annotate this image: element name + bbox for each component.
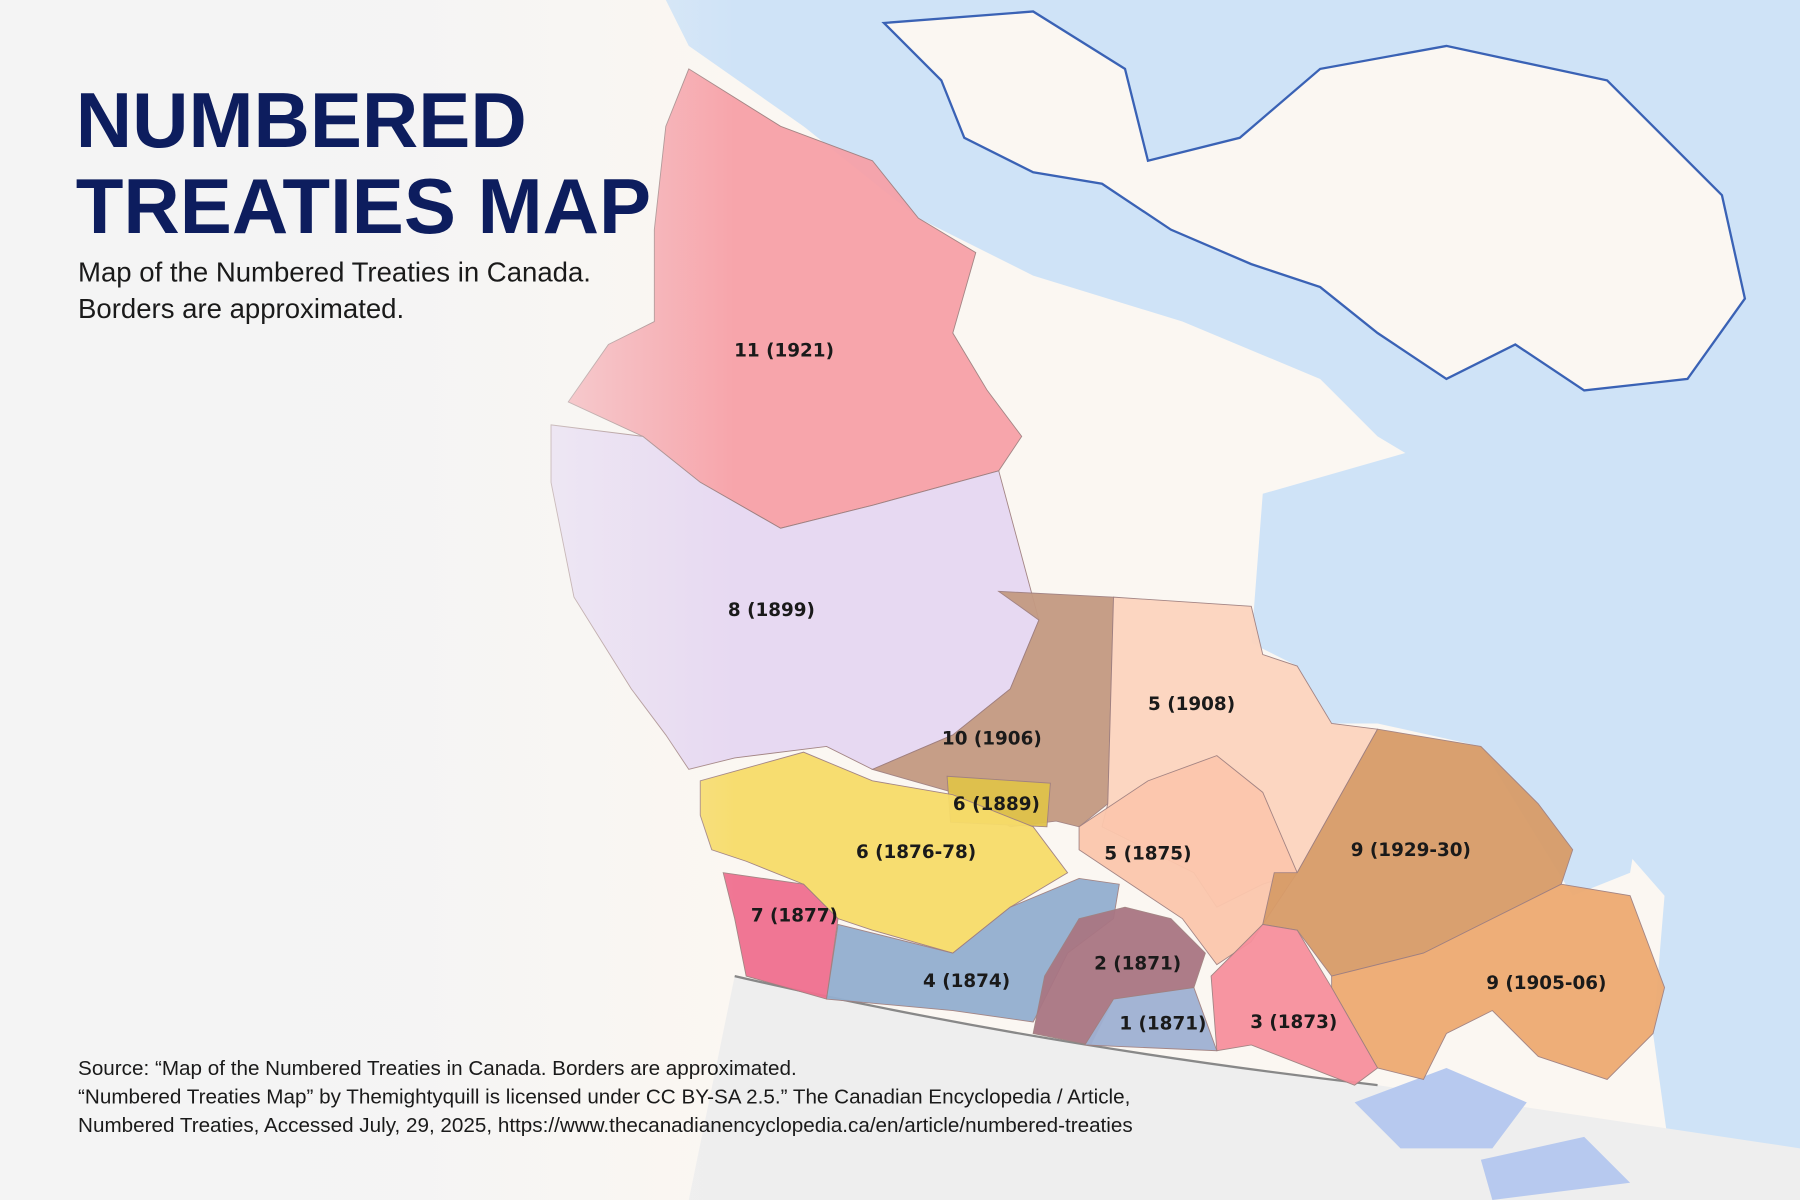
left-panel <box>0 0 735 1200</box>
region-label: 9 (1929-30) <box>1351 840 1471 861</box>
great-lakes <box>1354 1067 1631 1200</box>
title: NUMBERED <box>76 76 527 164</box>
region-label: 2 (1871) <box>1094 954 1181 975</box>
region-label: 3 (1873) <box>1250 1012 1337 1033</box>
region-label: 8 (1899) <box>728 600 815 621</box>
region-label: 5 (1908) <box>1148 694 1235 715</box>
subtitle: Map of the Numbered Treaties in Canada. <box>78 256 591 287</box>
hudson-bay <box>1251 447 1654 896</box>
region-label: 1 (1871) <box>1119 1013 1206 1034</box>
south-border <box>688 976 1800 1200</box>
subtitle: Borders are approximated. <box>78 293 404 324</box>
region-label: 11 (1921) <box>734 340 834 361</box>
region-label: 7 (1877) <box>751 905 838 926</box>
region-label: 5 (1875) <box>1104 843 1191 864</box>
source: “Numbered Treaties Map” by Themightyquil… <box>78 1086 1130 1109</box>
region-label: 4 (1874) <box>923 971 1010 992</box>
region-label: 6 (1876-78) <box>856 842 976 863</box>
treaty-region <box>1210 923 1379 1086</box>
source: Source: “Map of the Numbered Treaties in… <box>78 1057 797 1080</box>
region-label: 10 (1906) <box>942 729 1042 750</box>
arctic-islands <box>881 10 1747 392</box>
region-label: 9 (1905-06) <box>1486 973 1606 994</box>
source: Numbered Treaties, Accessed July, 29, 20… <box>78 1114 1133 1137</box>
region-label: 6 (1889) <box>953 794 1040 815</box>
title: TREATIES MAP <box>76 162 651 250</box>
region-labels: 11 (1921) 8 (1899) 10 (1906) 5 (1908) 6 (188… <box>728 340 1606 1034</box>
